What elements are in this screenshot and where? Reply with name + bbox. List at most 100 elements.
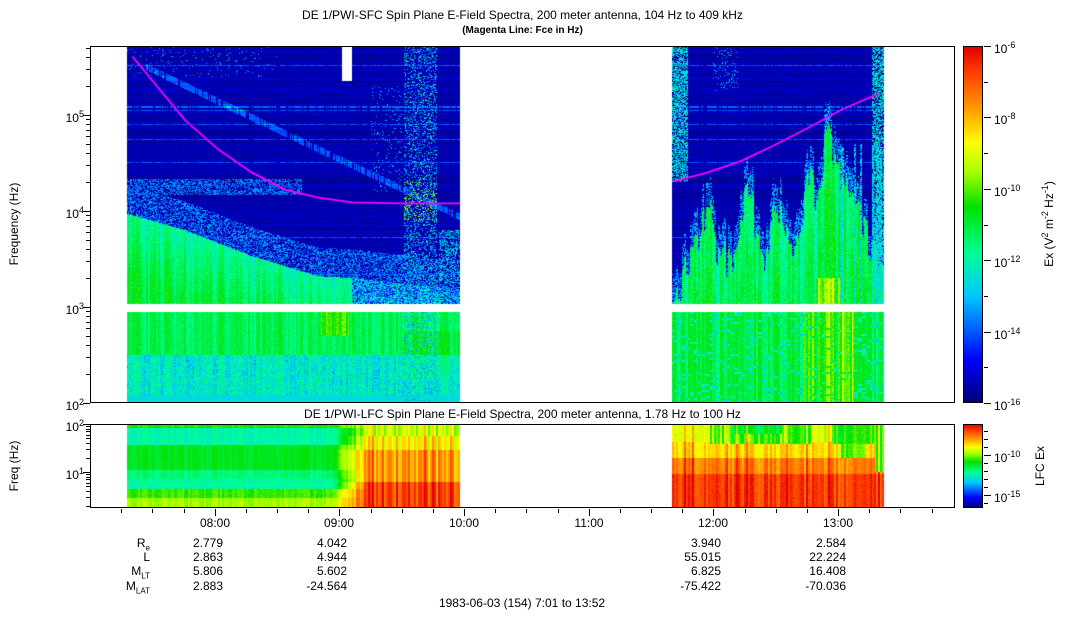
time-tick-minor	[246, 509, 247, 513]
lfc-ytick-major	[83, 472, 90, 473]
lfc-cb-tick-minor	[984, 439, 988, 440]
time-tick-major	[589, 509, 590, 516]
ephemeris-row-label-MLT: MLT	[131, 564, 150, 581]
sfc-cb-tick-minor	[984, 82, 988, 83]
time-tick-minor	[620, 509, 621, 513]
lfc-ytick-minor	[86, 443, 90, 444]
lfc-ytick-minor	[86, 429, 90, 430]
lfc-ytick-minor	[86, 506, 90, 507]
lfc-ytick-minor	[86, 458, 90, 459]
sfc-ytick-minor	[86, 345, 90, 346]
sfc-ytick-minor	[86, 249, 90, 250]
ephemeris-value-MLT-3: 16.408	[809, 564, 846, 578]
ephemeris-value-MLT-2: 6.825	[690, 564, 721, 578]
sfc-cb-tick-minor	[984, 153, 988, 154]
lfc-ytick-minor	[86, 474, 90, 475]
sfc-colorbar-label-text: Ex (V2 m-2 Hz-1)	[1040, 181, 1056, 267]
sfc-cb-tick-label: 10-8	[994, 111, 1016, 127]
time-tick-minor	[745, 509, 746, 513]
sfc-title: DE 1/PWI-SFC Spin Plane E-Field Spectra,…	[302, 8, 743, 22]
sfc-ytick-major	[83, 307, 90, 308]
ephemeris-value-MLAT-2: -75.422	[680, 579, 721, 593]
ephemeris-value-Re-3: 2.584	[815, 536, 846, 550]
lfc-ytick-label: 101	[65, 466, 84, 482]
lfc-ytick-minor	[86, 426, 90, 427]
sfc-ytick-minor	[86, 220, 90, 221]
sfc-ytick-minor	[86, 215, 90, 216]
sfc-ytick-minor	[86, 311, 90, 312]
sfc-cb-tick-major	[984, 189, 991, 190]
sfc-cb-tick-label: 10-14	[994, 326, 1021, 342]
sfc-ytick-minor	[86, 86, 90, 87]
time-tick-minor	[371, 509, 372, 513]
sfc-ytick-major	[83, 403, 90, 404]
time-tick-minor	[807, 509, 808, 513]
sfc-cb-tick-label: 10-10	[994, 183, 1021, 199]
time-tick-label: 09:00	[323, 516, 355, 530]
sfc-cb-tick-major	[984, 117, 991, 118]
time-tick-minor	[495, 509, 496, 513]
lfc-cb-tick-minor	[984, 479, 988, 480]
sfc-ytick-minor	[86, 316, 90, 317]
sfc-subtitle: (Magenta Line: Fce in Hz)	[462, 25, 583, 36]
sfc-ytick-label: 105	[65, 109, 84, 125]
sfc-ytick-minor	[86, 153, 90, 154]
time-tick-minor	[682, 509, 683, 513]
sfc-ytick-minor	[86, 336, 90, 337]
time-tick-minor	[900, 509, 901, 513]
ephemeris-value-MLT-1: 5.602	[316, 564, 347, 578]
lfc-ytick-minor	[86, 449, 90, 450]
ephemeris-value-MLAT-3: -70.036	[805, 579, 846, 593]
ephemeris-row-label-L: L	[143, 550, 150, 564]
lfc-cb-tick-label: 10-15	[994, 489, 1021, 505]
time-tick-major	[339, 509, 340, 516]
lfc-cb-tick-minor	[984, 487, 988, 488]
lfc-ylabel-text: Freq (Hz)	[7, 440, 21, 492]
lfc-cb-tick-minor	[984, 431, 988, 432]
ephemeris-row-label-MLAT: MLAT	[125, 579, 150, 596]
time-tick-minor	[558, 509, 559, 513]
sfc-ytick-label: 104	[65, 205, 84, 221]
lfc-ytick-minor	[86, 497, 90, 498]
sfc-cb-tick-label: 10-6	[994, 40, 1016, 56]
lfc-ytick-minor	[86, 479, 90, 480]
date-range-label: 1983-06-03 (154) 7:01 to 13:52	[438, 596, 606, 610]
sfc-ytick-minor	[86, 278, 90, 279]
lfc-cb-tick-minor	[984, 503, 988, 504]
sfc-cb-tick-minor	[984, 367, 988, 368]
sfc-ytick-minor	[86, 136, 90, 137]
sfc-cb-tick-minor	[984, 296, 988, 297]
ephemeris-value-L-2: 55.015	[684, 550, 721, 564]
lfc-cb-tick-major	[984, 455, 991, 456]
lfc-title: DE 1/PWI-LFC Spin Plane E-Field Spectra,…	[304, 407, 741, 421]
time-tick-label: 13:00	[822, 516, 854, 530]
sfc-cb-tick-major	[984, 260, 991, 261]
lfc-cb-tick-minor	[984, 447, 988, 448]
sfc-ytick-minor	[86, 328, 90, 329]
lfc-ytick-minor	[86, 483, 90, 484]
time-tick-label: 08:00	[199, 516, 231, 530]
time-tick-minor	[184, 509, 185, 513]
ephemeris-row-label-Re: Re	[136, 536, 150, 553]
lfc-cb-tick-major	[984, 495, 991, 496]
ephemeris-value-L-0: 2.863	[192, 550, 223, 564]
lfc-ytick-minor	[86, 435, 90, 436]
sfc-ytick-minor	[86, 165, 90, 166]
lfc-ytick-minor	[86, 477, 90, 478]
sfc-cb-tick-major	[984, 403, 991, 404]
sfc-ytick-minor	[86, 261, 90, 262]
time-tick-major	[713, 509, 714, 516]
ephemeris-value-Re-2: 3.940	[690, 536, 721, 550]
sfc-ytick-major	[83, 115, 90, 116]
sfc-cb-tick-major	[984, 46, 991, 47]
sfc-ytick-minor	[86, 57, 90, 58]
sfc-ytick-minor	[86, 48, 90, 49]
lfc-ytick-minor	[86, 491, 90, 492]
sfc-ytick-minor	[86, 226, 90, 227]
sfc-ytick-minor	[86, 374, 90, 375]
lfc-ytick-minor	[86, 486, 90, 487]
lfc-cb-tick-label: 10-10	[994, 449, 1021, 465]
sfc-ytick-minor	[86, 357, 90, 358]
sfc-ytick-major	[83, 211, 90, 212]
sfc-ytick-minor	[86, 124, 90, 125]
